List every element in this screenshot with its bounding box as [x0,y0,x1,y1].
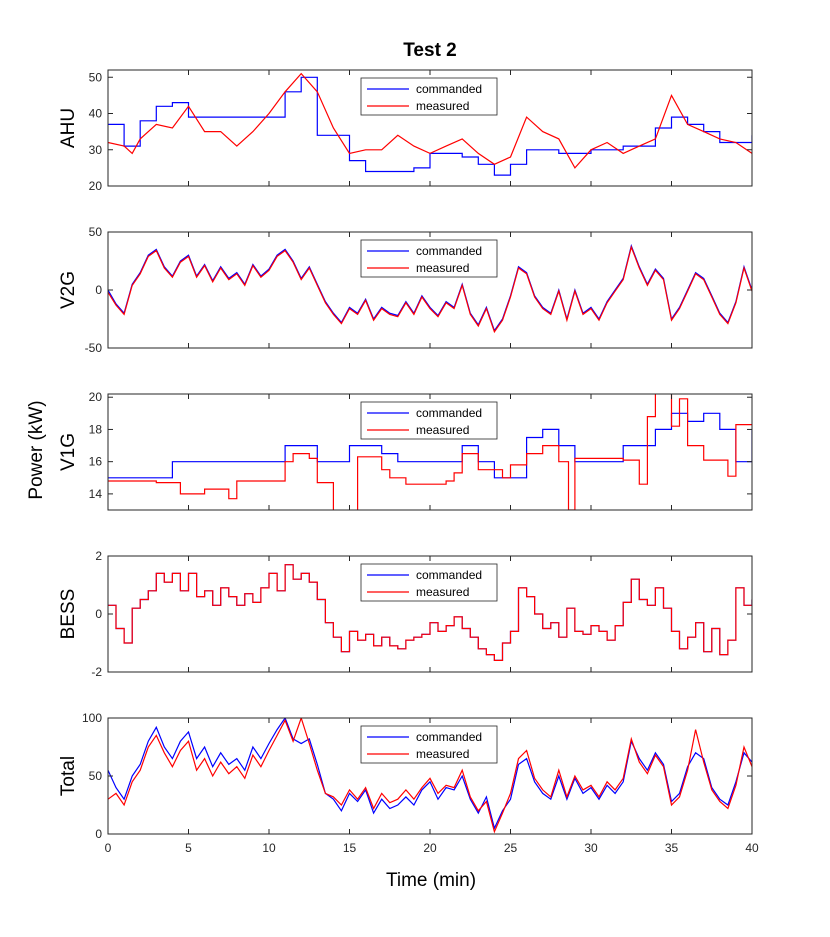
v2g-y-tick-label: 50 [89,225,103,239]
v1g-legend-label-measured: measured [416,423,469,437]
chart-title: Test 2 [403,40,457,61]
bess-y-tick-label: -2 [91,665,102,679]
bess-series-group [108,564,752,661]
v1g-commanded-line [108,412,752,479]
bess-panel: -2 0 2 BESS commanded measured [58,549,753,679]
v2g-legend-box [360,239,498,278]
x-tick-label: 35 [665,841,679,855]
v1g-y-label: V1G [58,433,79,471]
v2g-legend: commanded measured [360,239,498,278]
total-series-group [108,718,752,834]
total-y-tick-label: 50 [89,769,103,783]
ahu-measured-line [108,72,752,169]
x-tick-label: 20 [423,841,437,855]
ahu-y-tick-label: 20 [89,179,103,193]
ahu-y-tick-label: 50 [89,70,103,84]
x-tick-label: 25 [504,841,518,855]
bess-y-tick-label: 2 [95,549,102,563]
panels: 20304050AHUcommandedmeasured-50050V2Gcom… [58,69,759,855]
total-legend: commanded measured [360,725,498,764]
v2g-legend-label-commanded: commanded [416,244,482,258]
v2g-y-label: V2G [58,271,79,309]
total-panel: 0 5 10 15 20 25 30 35 40 0 50 100 Total commanded meas… [58,711,759,855]
ahu-y-tick-label: 40 [89,107,103,121]
ahu-legend: commanded measured [360,77,498,116]
v2g-panel: -50 0 50 V2G commanded measured [58,225,753,355]
bess-legend: commanded measured [360,563,498,602]
ahu-legend-label-measured: measured [416,99,469,113]
v2g-y-tick-label: 0 [95,283,102,297]
v1g-panel: 14 16 18 20 V1G commanded measured [58,390,753,511]
x-axis-label: Time (min) [386,870,476,891]
bess-y-tick-label: 0 [95,607,102,621]
v2g-measured-line [108,245,752,334]
bess-legend-label-commanded: commanded [416,568,482,582]
v1g-y-tick-label: 18 [89,422,103,436]
x-tick-label: 30 [584,841,598,855]
ahu-series-group [108,72,752,176]
v1g-y-tick-label: 20 [89,390,103,404]
v1g-y-tick-label: 16 [89,455,103,469]
ahu-y-label: AHU [58,108,79,148]
ahu-commanded-line [108,76,752,176]
x-tick-label: 10 [262,841,276,855]
v1g-y-tick-label: 14 [89,487,103,501]
v1g-series-group [108,394,752,510]
total-legend-label-commanded: commanded [416,730,482,744]
v2g-series-group [108,243,752,334]
v1g-legend-box [360,401,498,440]
shared-y-axis-label: Power (kW) [26,400,47,499]
x-tick-label: 0 [105,841,112,855]
v2g-legend-label-measured: measured [416,261,469,275]
v2g-y-tick-label: -50 [85,341,103,355]
x-tick-label: 15 [343,841,357,855]
v1g-legend-label-commanded: commanded [416,406,482,420]
x-tick-label: 40 [745,841,759,855]
total-y-tick-label: 100 [82,711,102,725]
ahu-legend-box [360,77,498,116]
total-legend-box [360,725,498,764]
total-legend-label-measured: measured [416,747,469,761]
bess-legend-box [360,563,498,602]
ahu-panel: 20 30 40 50 AHU commanded measured [58,69,753,193]
total-y-tick-label: 0 [95,827,102,841]
total-y-label: Total [58,756,79,796]
ahu-y-tick-label: 30 [89,143,103,157]
bess-measured-line [108,564,752,661]
v1g-measured-line [108,394,752,510]
ahu-legend-label-commanded: commanded [416,82,482,96]
total-commanded-line [108,718,752,830]
total-measured-line [108,718,752,834]
bess-y-label: BESS [58,589,79,640]
x-tick-label: 5 [185,841,192,855]
v1g-legend: commanded measured [360,401,498,440]
bess-legend-label-measured: measured [416,585,469,599]
